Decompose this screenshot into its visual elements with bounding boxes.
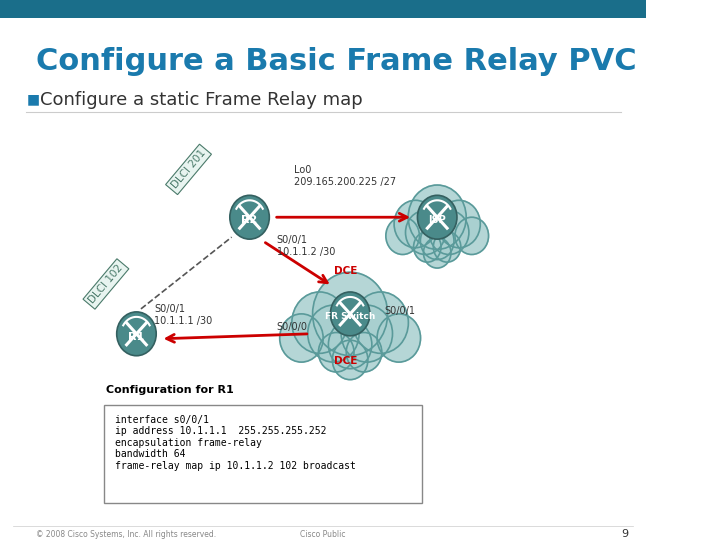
Circle shape bbox=[386, 217, 420, 254]
FancyBboxPatch shape bbox=[104, 404, 422, 503]
Circle shape bbox=[408, 185, 466, 249]
Circle shape bbox=[423, 238, 451, 268]
Text: © 2008 Cisco Systems, Inc. All rights reserved.: © 2008 Cisco Systems, Inc. All rights re… bbox=[36, 530, 216, 538]
Text: interface s0/0/1
ip address 10.1.1.1  255.255.255.252
encapsulation frame-relay
: interface s0/0/1 ip address 10.1.1.1 255… bbox=[115, 415, 356, 471]
Text: S0/0/1
10.1.1.1 /30: S0/0/1 10.1.1.1 /30 bbox=[154, 304, 212, 326]
Circle shape bbox=[230, 195, 269, 239]
Circle shape bbox=[307, 305, 359, 362]
Text: DCE: DCE bbox=[334, 356, 357, 366]
Circle shape bbox=[353, 292, 408, 353]
Text: FR Switch: FR Switch bbox=[325, 312, 375, 321]
Circle shape bbox=[455, 217, 489, 254]
Text: ■: ■ bbox=[27, 93, 40, 106]
Circle shape bbox=[418, 195, 457, 239]
Circle shape bbox=[328, 320, 372, 369]
Text: 9: 9 bbox=[621, 529, 629, 539]
Circle shape bbox=[438, 200, 480, 248]
Circle shape bbox=[341, 305, 392, 362]
Circle shape bbox=[420, 222, 454, 260]
Circle shape bbox=[318, 333, 354, 372]
Circle shape bbox=[117, 312, 156, 356]
Text: Configure a Basic Frame Relay PVC: Configure a Basic Frame Relay PVC bbox=[36, 48, 636, 76]
Text: Cisco Public: Cisco Public bbox=[300, 530, 346, 538]
Circle shape bbox=[292, 292, 347, 353]
Circle shape bbox=[394, 200, 437, 248]
Circle shape bbox=[279, 314, 323, 362]
Text: R2: R2 bbox=[241, 215, 258, 225]
Text: S0/0/1
10.1.1.2 /30: S0/0/1 10.1.1.2 /30 bbox=[276, 235, 335, 256]
Circle shape bbox=[429, 211, 469, 254]
FancyBboxPatch shape bbox=[0, 0, 647, 18]
Circle shape bbox=[413, 232, 441, 262]
Text: ISP: ISP bbox=[428, 215, 446, 225]
Text: R1: R1 bbox=[128, 332, 145, 342]
Text: Configuration for R1: Configuration for R1 bbox=[106, 384, 234, 395]
Circle shape bbox=[312, 272, 387, 355]
Text: DCE: DCE bbox=[334, 266, 357, 276]
Circle shape bbox=[405, 211, 445, 254]
Text: Configure a static Frame Relay map: Configure a static Frame Relay map bbox=[40, 91, 363, 109]
Circle shape bbox=[377, 314, 420, 362]
Text: DLCI 201: DLCI 201 bbox=[169, 148, 207, 191]
Circle shape bbox=[330, 292, 370, 336]
Text: S0/0/0: S0/0/0 bbox=[276, 322, 307, 332]
Circle shape bbox=[433, 232, 461, 262]
Text: S0/0/1: S0/0/1 bbox=[384, 306, 415, 316]
Circle shape bbox=[333, 340, 368, 380]
Text: DLCI 102: DLCI 102 bbox=[87, 263, 125, 305]
Circle shape bbox=[346, 333, 382, 372]
Text: Lo0
209.165.200.225 /27: Lo0 209.165.200.225 /27 bbox=[294, 165, 397, 187]
